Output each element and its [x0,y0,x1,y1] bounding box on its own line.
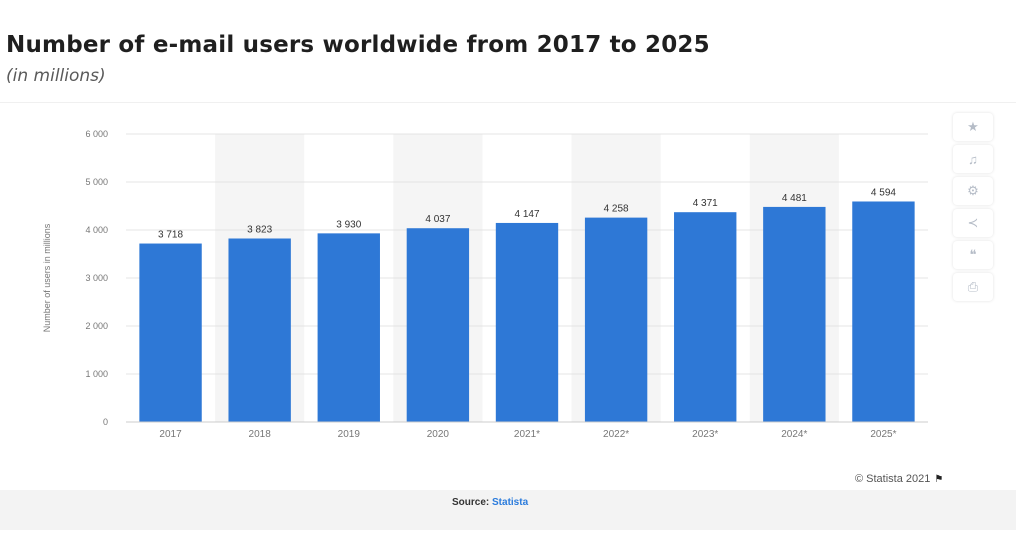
x-tick-label: 2020 [427,429,450,440]
y-tick-label: 3 000 [85,273,108,283]
data-label: 4 147 [514,209,539,220]
chart-subtitle: (in millions) [6,66,106,86]
data-label: 4 481 [782,193,807,204]
source-line: Source: Statista [452,497,528,508]
x-tick-label: 2019 [338,429,361,440]
data-label: 3 823 [247,224,272,235]
y-tick-label: 5 000 [85,177,108,187]
y-tick-label: 1 000 [85,369,108,379]
y-tick-label: 6 000 [85,129,108,139]
data-label: 4 258 [604,204,629,215]
y-axis-title: Number of users in millions [42,223,52,332]
bar [317,233,380,422]
source-label: Source: [452,497,490,508]
bar [406,228,470,422]
star-icon[interactable]: ★ [953,113,993,141]
bar [228,238,291,422]
data-label: 4 371 [693,198,718,209]
x-tick-label: 2017 [159,429,182,440]
print-icon[interactable]: ⎙ [953,273,993,301]
copyright-text[interactable]: © Statista 2021 [855,473,931,485]
data-label: 4 037 [425,214,450,225]
source-link[interactable]: Statista [492,497,529,508]
data-label: 3 930 [336,219,361,230]
x-tick-label: 2022* [603,429,629,440]
share-icon[interactable]: ≺ [953,209,993,237]
bar-chart: 0 1 000 2 000 3 000 4 000 5 000 6 000 Number of… [42,129,928,440]
data-label: 3 718 [158,230,183,241]
y-tick-label: 4 000 [85,225,108,235]
bar [763,206,826,422]
quote-icon[interactable]: ❝ [953,241,993,269]
settings-icon[interactable]: ⚙ [953,177,993,205]
chart-title: Number of e-mail users worldwide from 20… [6,32,710,58]
x-tick-label: 2025* [870,429,896,440]
bar [674,212,737,422]
y-tick-label: 0 [103,417,108,427]
copyright-note: © Statista 2021 ⚑ [855,473,943,485]
bar [139,243,202,422]
bell-icon[interactable]: ♫ [953,145,993,173]
bar [584,217,648,422]
x-tick-label: 2024* [781,429,807,440]
y-tick-label: 2 000 [85,321,108,331]
flag-icon[interactable]: ⚑ [934,474,944,485]
bar [495,222,559,422]
x-tick-label: 2021* [514,429,540,440]
footer-bar [0,490,1016,530]
x-tick-label: 2018 [249,429,272,440]
x-tick-label: 2023* [692,429,718,440]
data-label: 4 594 [871,187,896,198]
bar [852,201,915,422]
chart-toolbar: ★ ♫ ⚙ ≺ ❝ ⎙ [953,113,993,305]
